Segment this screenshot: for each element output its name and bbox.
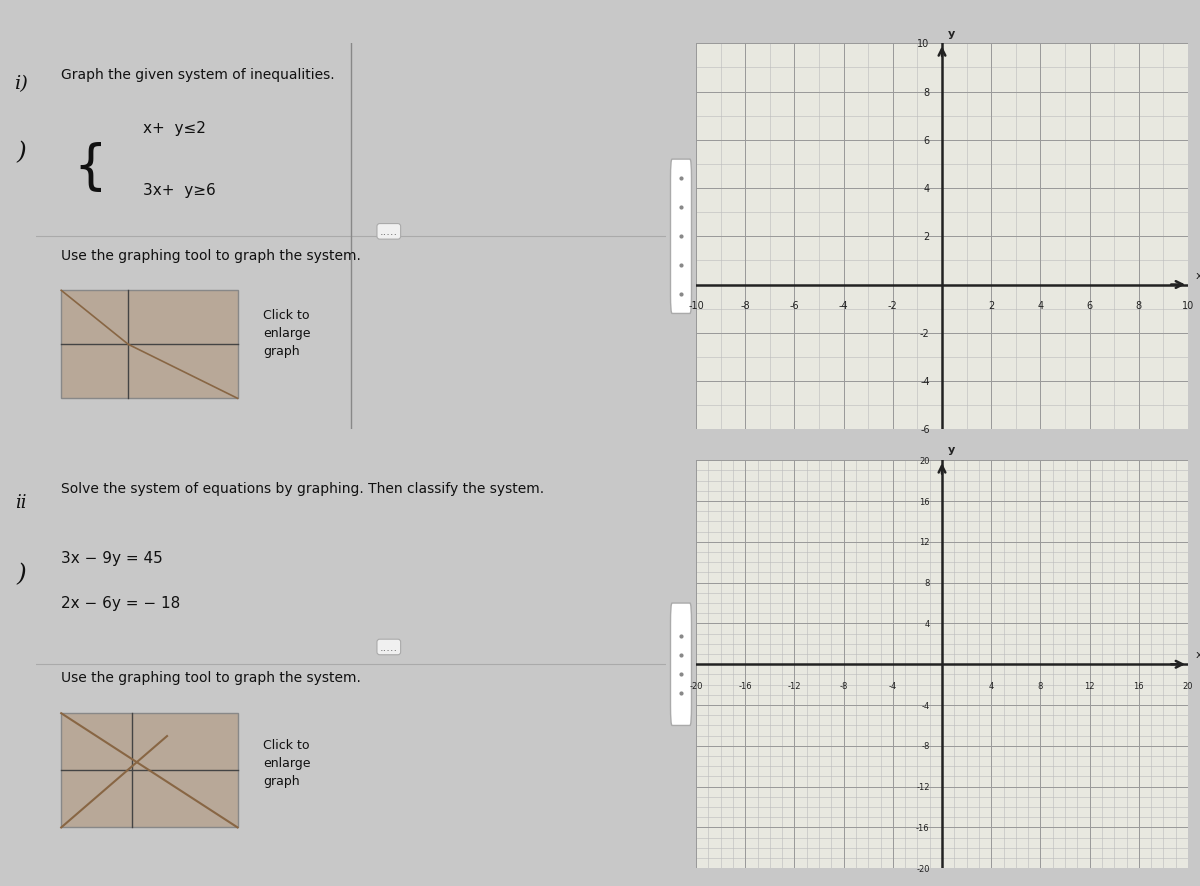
Text: .....: .....	[379, 642, 398, 652]
Text: x: x	[1195, 270, 1200, 281]
Text: 12: 12	[919, 538, 930, 547]
Text: x: x	[1195, 649, 1200, 659]
Text: 16: 16	[1134, 680, 1144, 690]
Text: 4: 4	[924, 183, 930, 194]
Text: 20: 20	[1183, 680, 1193, 690]
Text: -8: -8	[740, 300, 750, 311]
Text: -20: -20	[917, 864, 930, 873]
Text: -6: -6	[790, 300, 799, 311]
Text: -8: -8	[922, 742, 930, 750]
Text: 6: 6	[924, 136, 930, 145]
Text: -10: -10	[688, 300, 704, 311]
Text: -4: -4	[889, 680, 896, 690]
Text: 4: 4	[989, 680, 994, 690]
Text: 6: 6	[1086, 300, 1093, 311]
FancyBboxPatch shape	[671, 160, 691, 315]
Text: -6: -6	[920, 424, 930, 435]
Text: 3x+  y≥6: 3x+ y≥6	[143, 183, 216, 198]
Text: ): )	[16, 563, 26, 586]
Text: -20: -20	[689, 680, 703, 690]
Text: 4: 4	[1037, 300, 1044, 311]
Text: {: {	[74, 142, 108, 194]
Text: Solve the system of equations by graphing. Then classify the system.: Solve the system of equations by graphin…	[61, 481, 545, 495]
Text: -16: -16	[738, 680, 752, 690]
Text: -4: -4	[922, 701, 930, 710]
Text: 3x − 9y = 45: 3x − 9y = 45	[61, 550, 163, 565]
Text: 2: 2	[988, 300, 995, 311]
FancyBboxPatch shape	[61, 291, 238, 399]
Text: -12: -12	[917, 782, 930, 791]
Text: -4: -4	[839, 300, 848, 311]
Text: ii: ii	[16, 494, 26, 511]
Text: Graph the given system of inequalities.: Graph the given system of inequalities.	[61, 67, 335, 82]
Text: x+  y≤2: x+ y≤2	[143, 121, 206, 136]
Text: -4: -4	[920, 377, 930, 386]
FancyBboxPatch shape	[61, 713, 238, 828]
Text: 8: 8	[924, 579, 930, 587]
Text: 16: 16	[919, 497, 930, 506]
FancyBboxPatch shape	[671, 603, 691, 726]
Text: .....: .....	[379, 227, 398, 237]
Text: 2x − 6y = − 18: 2x − 6y = − 18	[61, 595, 180, 610]
Text: -16: -16	[916, 823, 930, 832]
Text: y: y	[948, 28, 955, 38]
Text: 2: 2	[924, 232, 930, 242]
Text: -2: -2	[920, 329, 930, 338]
Text: y: y	[948, 445, 955, 455]
Text: 12: 12	[1085, 680, 1094, 690]
Text: ): )	[16, 141, 26, 164]
Text: 10: 10	[1182, 300, 1194, 311]
Text: 8: 8	[1135, 300, 1142, 311]
Text: Click to
enlarge
graph: Click to enlarge graph	[263, 309, 311, 358]
Text: Use the graphing tool to graph the system.: Use the graphing tool to graph the syste…	[61, 249, 361, 263]
Text: -8: -8	[840, 680, 847, 690]
Text: 8: 8	[924, 88, 930, 97]
Text: 10: 10	[918, 39, 930, 50]
Text: -12: -12	[787, 680, 802, 690]
Text: Click to
enlarge
graph: Click to enlarge graph	[263, 738, 311, 787]
Text: 8: 8	[1038, 680, 1043, 690]
Text: Use the graphing tool to graph the system.: Use the graphing tool to graph the syste…	[61, 670, 361, 684]
Text: -2: -2	[888, 300, 898, 311]
Text: 20: 20	[919, 456, 930, 465]
Text: i): i)	[14, 75, 28, 93]
Text: 4: 4	[924, 619, 930, 628]
